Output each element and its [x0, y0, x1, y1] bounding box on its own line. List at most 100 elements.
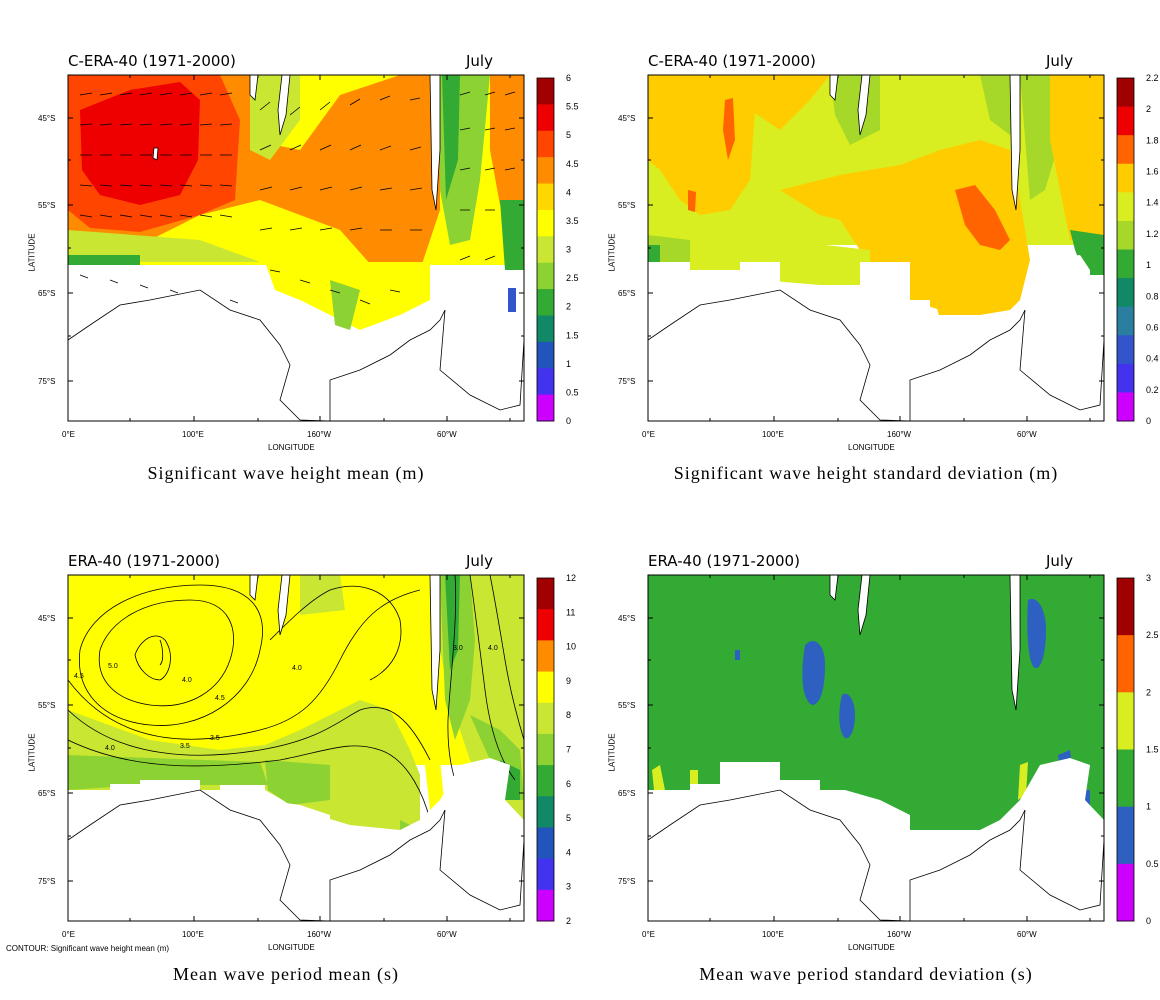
colorbar-swatch [1117, 106, 1134, 136]
y-tick-label: 65°S [38, 789, 56, 798]
panel-wave-period-mean: ERA-40 (1971-2000) July [0, 500, 580, 1000]
panel-month: July [466, 552, 493, 570]
colorbar-swatch [537, 368, 554, 396]
colorbar-swatch [537, 289, 554, 316]
panel-caption: Significant wave height mean (m) [147, 463, 425, 483]
colorbar-label: 1.2 [1146, 229, 1159, 239]
x-axis-label: LONGITUDE [268, 443, 315, 452]
colorbar-label: 10 [566, 642, 576, 652]
colorbar-label: 3 [1146, 573, 1151, 583]
x-tick-label: 60°W [1017, 430, 1037, 439]
colorbar-label: 5 [566, 813, 571, 823]
map-plot: 4.5 5.0 4.0 4.5 3.5 4.0 4.0 3.5 3.0 4.0 [67, 574, 525, 922]
x-tick-label: 160°W [307, 430, 332, 439]
contour-label: 4.0 [292, 665, 302, 672]
colorbar-label: 4 [566, 187, 571, 197]
map-plot [647, 574, 1105, 922]
colorbar-label: 5.5 [566, 102, 579, 112]
x-tick-label: 160°W [887, 930, 912, 939]
y-tick-label: 65°S [618, 289, 636, 298]
colorbar-swatch [1117, 392, 1134, 422]
colorbar-swatch [537, 236, 554, 264]
contour-label: 4.0 [182, 677, 192, 684]
colorbar-swatch [1117, 278, 1134, 308]
colorbar-label: 11 [566, 607, 575, 617]
colorbar-label: 3 [566, 882, 571, 892]
colorbar-swatch [1117, 78, 1134, 108]
colorbar-label: 0.5 [566, 387, 579, 397]
colorbar-swatch [537, 733, 554, 766]
x-tick-label: 0°E [62, 430, 75, 439]
y-tick-label: 55°S [38, 201, 56, 210]
colorbar-swatch [537, 157, 554, 185]
colorbar-label: 0.4 [1146, 354, 1159, 364]
colorbar-swatch [1117, 335, 1134, 365]
panel-caption: Significant wave height standard deviati… [673, 463, 1059, 483]
x-tick-label: 100°E [182, 430, 204, 439]
colorbar-frame [1116, 77, 1135, 422]
colorbar-swatch [537, 671, 554, 704]
y-tick-label: 75°S [38, 877, 56, 886]
colorbar-swatch [537, 315, 554, 343]
panel-caption: Mean wave period mean (s) [173, 964, 399, 984]
colorbar-swatch [537, 341, 554, 369]
contour-label: 4.5 [74, 673, 84, 680]
x-axis-label: LONGITUDE [268, 943, 315, 952]
contour-label: 5.0 [108, 663, 118, 670]
colorbar-label: 5 [566, 130, 571, 140]
colorbar-swatch [537, 889, 554, 922]
colorbar-swatch [537, 765, 554, 797]
colorbar-label: 0 [1146, 916, 1151, 926]
x-tick-label: 160°W [887, 430, 912, 439]
y-tick-label: 55°S [618, 701, 636, 710]
colorbar-label: 1.6 [1146, 167, 1159, 177]
x-tick-label: 60°W [1017, 930, 1037, 939]
colorbar-label: 0.5 [1146, 859, 1159, 869]
y-tick-label: 55°S [38, 701, 56, 710]
y-tick-label: 55°S [618, 201, 636, 210]
colorbar: 3 2.5 2 1.5 1 0.5 0 [1116, 573, 1159, 926]
colorbar-swatch [1117, 635, 1134, 693]
colorbar-label: 0.6 [1146, 322, 1159, 332]
colorbar-label: 7 [566, 745, 571, 755]
contour-note: CONTOUR: Significant wave height mean (m… [6, 944, 170, 953]
colorbar-label: 8 [566, 710, 571, 720]
colorbar-label: 2 [1146, 687, 1151, 697]
panel-month: July [466, 52, 493, 70]
colorbar-swatch [537, 640, 554, 673]
colorbar-label: 1.5 [1146, 745, 1159, 755]
panel-header: ERA-40 (1971-2000) [68, 552, 220, 570]
panel-header: C-ERA-40 (1971-2000) [68, 52, 236, 70]
colorbar-frame [536, 77, 555, 422]
x-tick-label: 60°W [437, 930, 457, 939]
colorbar-swatch [537, 394, 554, 422]
colorbar-label: 0.2 [1146, 385, 1159, 395]
y-tick-label: 45°S [38, 614, 56, 623]
colorbar-label: 1 [1146, 802, 1151, 812]
colorbar-swatch [1117, 749, 1134, 808]
colorbar-label: 2.2 [1146, 73, 1159, 83]
colorbar-label: 6 [566, 779, 571, 789]
colorbar-label: 12 [566, 573, 576, 583]
contour-label: 4.5 [215, 695, 225, 702]
map-plot [647, 74, 1105, 422]
x-axis-label: LONGITUDE [848, 443, 895, 452]
x-tick-label: 0°E [62, 930, 75, 939]
colorbar-label: 2.5 [566, 273, 579, 283]
colorbar-label: 0.8 [1146, 291, 1159, 301]
x-tick-label: 100°E [762, 430, 784, 439]
colorbar-swatch [1117, 692, 1134, 750]
y-tick-label: 75°S [38, 377, 56, 386]
colorbar-swatch [537, 827, 554, 860]
panel-caption: Mean wave period standard deviation (s) [699, 964, 1033, 984]
contour-label: 3.5 [210, 735, 220, 742]
colorbar-swatch [1117, 220, 1134, 250]
colorbar-swatch [537, 578, 554, 610]
colorbar-label: 3 [566, 245, 571, 255]
colorbar-label: 2 [566, 916, 571, 926]
colorbar-swatch [537, 130, 554, 158]
colorbar-label: 9 [566, 676, 571, 686]
colorbar-swatch [1117, 192, 1134, 222]
colorbar-label: 1.5 [566, 330, 579, 340]
colorbar-swatch [1117, 578, 1134, 636]
